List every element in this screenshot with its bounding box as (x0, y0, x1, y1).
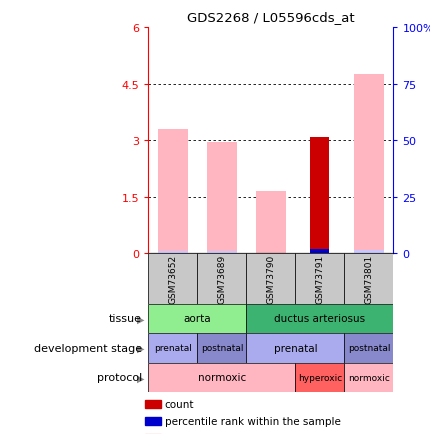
Text: ▶: ▶ (137, 343, 144, 353)
Text: ▶: ▶ (137, 314, 144, 323)
Bar (148, 304, 246, 333)
Bar (158, 130, 187, 254)
Bar (197, 254, 246, 304)
Text: GSM73689: GSM73689 (218, 254, 226, 303)
Bar (344, 363, 393, 392)
Bar (344, 254, 393, 304)
Bar (310, 137, 329, 254)
Bar (148, 254, 197, 304)
Text: aorta: aorta (184, 314, 211, 323)
Bar (197, 333, 246, 363)
Text: value, Detection Call = ABSENT: value, Detection Call = ABSENT (165, 433, 330, 434)
Bar (354, 75, 384, 254)
Bar (310, 249, 329, 254)
Bar (295, 254, 344, 304)
Text: GSM73790: GSM73790 (267, 254, 275, 303)
Text: normoxic: normoxic (348, 373, 390, 382)
Bar (246, 333, 344, 363)
Bar (144, 400, 161, 408)
Bar (148, 333, 197, 363)
Bar (207, 143, 237, 254)
Bar (144, 417, 161, 425)
Bar (354, 250, 384, 254)
Text: tissue: tissue (109, 314, 142, 323)
Text: hyperoxic: hyperoxic (298, 373, 342, 382)
Text: postnatal: postnatal (201, 344, 243, 352)
Text: percentile rank within the sample: percentile rank within the sample (165, 416, 341, 426)
Text: prenatal: prenatal (154, 344, 192, 352)
Text: GSM73791: GSM73791 (316, 254, 324, 303)
Bar (207, 251, 237, 254)
Text: GSM73652: GSM73652 (169, 254, 177, 303)
Text: development stage: development stage (34, 343, 142, 353)
Bar (344, 333, 393, 363)
Bar (256, 192, 286, 254)
Text: protocol: protocol (97, 373, 142, 382)
Text: GSM73801: GSM73801 (365, 254, 373, 303)
Bar (246, 254, 295, 304)
Text: ductus arteriosus: ductus arteriosus (274, 314, 366, 323)
Text: ▶: ▶ (137, 373, 144, 382)
Text: normoxic: normoxic (198, 373, 246, 382)
Bar (295, 363, 344, 392)
Text: prenatal: prenatal (273, 343, 317, 353)
Bar (246, 304, 393, 333)
Bar (148, 363, 295, 392)
Text: count: count (165, 399, 194, 409)
Title: GDS2268 / L05596cds_at: GDS2268 / L05596cds_at (187, 11, 355, 24)
Text: postnatal: postnatal (348, 344, 390, 352)
Bar (158, 251, 187, 254)
